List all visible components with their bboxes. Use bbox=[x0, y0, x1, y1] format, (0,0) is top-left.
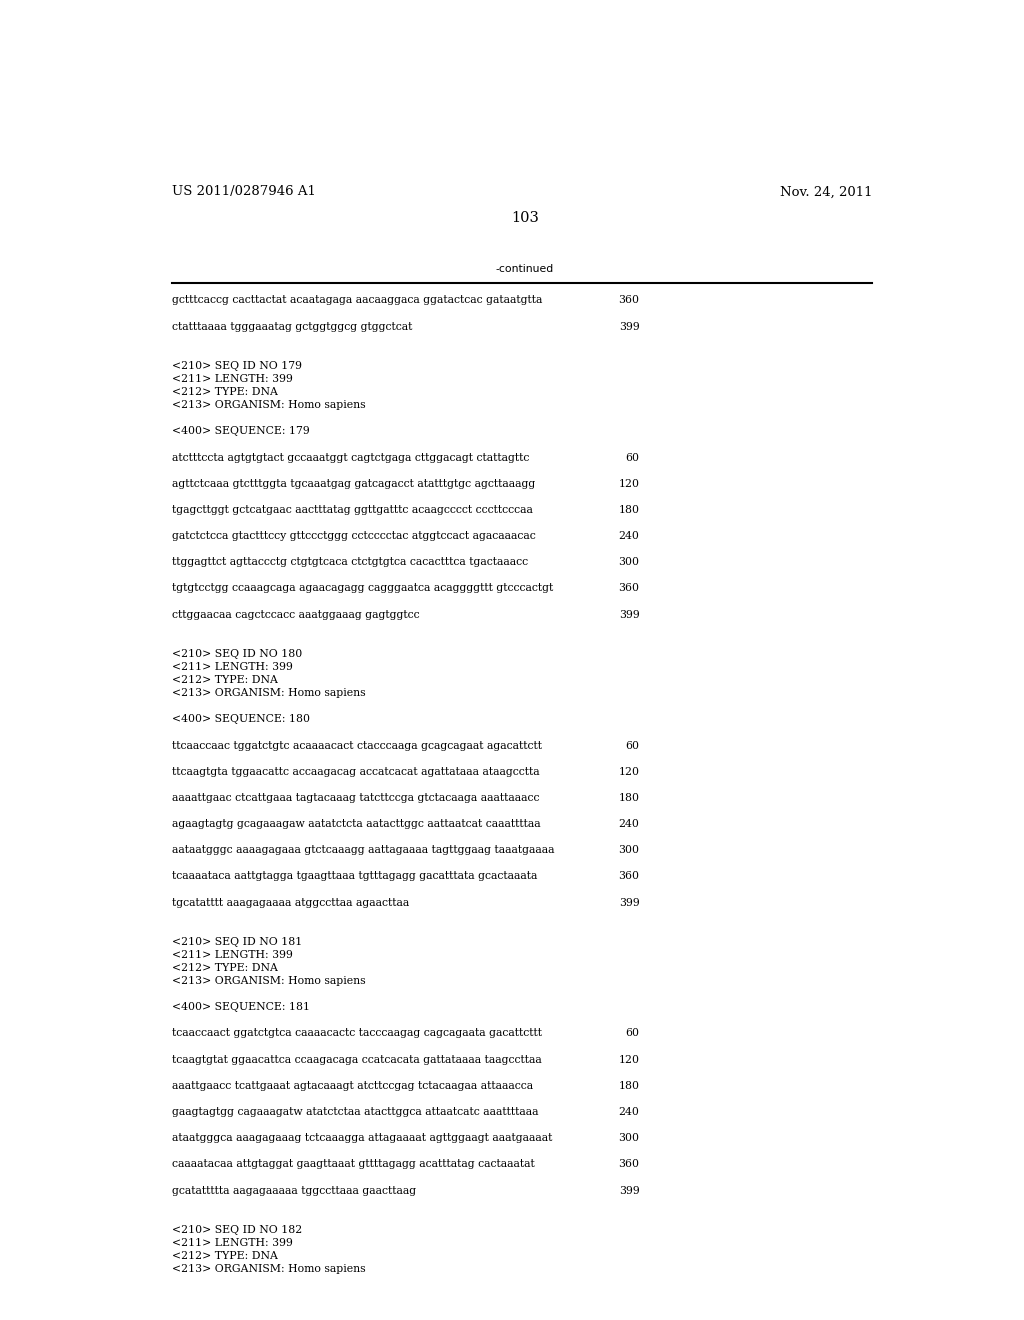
Text: 240: 240 bbox=[618, 1107, 640, 1117]
Text: cttggaacaa cagctccacc aaatggaaag gagtggtcc: cttggaacaa cagctccacc aaatggaaag gagtggt… bbox=[172, 610, 420, 619]
Text: 180: 180 bbox=[618, 793, 640, 803]
Text: <212> TYPE: DNA: <212> TYPE: DNA bbox=[172, 964, 279, 973]
Text: tgagcttggt gctcatgaac aactttatag ggttgatttc acaagcccct cccttcccaa: tgagcttggt gctcatgaac aactttatag ggttgat… bbox=[172, 506, 534, 515]
Text: ataatgggca aaagagaaag tctcaaagga attagaaaat agttggaagt aaatgaaaat: ataatgggca aaagagaaag tctcaaagga attagaa… bbox=[172, 1133, 553, 1143]
Text: <400> SEQUENCE: 179: <400> SEQUENCE: 179 bbox=[172, 426, 310, 437]
Text: <213> ORGANISM: Homo sapiens: <213> ORGANISM: Homo sapiens bbox=[172, 1265, 366, 1274]
Text: <400> SEQUENCE: 181: <400> SEQUENCE: 181 bbox=[172, 1002, 310, 1012]
Text: tgcatatttt aaagagaaaa atggccttaa agaacttaa: tgcatatttt aaagagaaaa atggccttaa agaactt… bbox=[172, 898, 410, 908]
Text: tcaaaataca aattgtagga tgaagttaaa tgtttagagg gacatttata gcactaaata: tcaaaataca aattgtagga tgaagttaaa tgtttag… bbox=[172, 871, 538, 882]
Text: <212> TYPE: DNA: <212> TYPE: DNA bbox=[172, 387, 279, 397]
Text: gcatattttta aagagaaaaa tggccttaaa gaacttaag: gcatattttta aagagaaaaa tggccttaaa gaactt… bbox=[172, 1185, 417, 1196]
Text: 60: 60 bbox=[626, 1028, 640, 1039]
Text: <213> ORGANISM: Homo sapiens: <213> ORGANISM: Homo sapiens bbox=[172, 688, 366, 698]
Text: gctttcaccg cacttactat acaatagaga aacaaggaca ggatactcac gataatgtta: gctttcaccg cacttactat acaatagaga aacaagg… bbox=[172, 296, 543, 305]
Text: <211> LENGTH: 399: <211> LENGTH: 399 bbox=[172, 374, 293, 384]
Text: 180: 180 bbox=[618, 506, 640, 515]
Text: <212> TYPE: DNA: <212> TYPE: DNA bbox=[172, 675, 279, 685]
Text: <210> SEQ ID NO 181: <210> SEQ ID NO 181 bbox=[172, 937, 302, 946]
Text: 399: 399 bbox=[618, 1185, 640, 1196]
Text: 399: 399 bbox=[618, 898, 640, 908]
Text: <210> SEQ ID NO 180: <210> SEQ ID NO 180 bbox=[172, 649, 302, 659]
Text: tcaagtgtat ggaacattca ccaagacaga ccatcacata gattataaaa taagccttaa: tcaagtgtat ggaacattca ccaagacaga ccatcac… bbox=[172, 1055, 542, 1065]
Text: aataatgggc aaaagagaaa gtctcaaagg aattagaaaa tagttggaag taaatgaaaa: aataatgggc aaaagagaaa gtctcaaagg aattaga… bbox=[172, 845, 555, 855]
Text: <210> SEQ ID NO 182: <210> SEQ ID NO 182 bbox=[172, 1225, 302, 1234]
Text: 399: 399 bbox=[618, 610, 640, 619]
Text: ttcaaccaac tggatctgtc acaaaacact ctacccaaga gcagcagaat agacattctt: ttcaaccaac tggatctgtc acaaaacact ctaccca… bbox=[172, 741, 542, 751]
Text: 300: 300 bbox=[618, 557, 640, 568]
Text: 240: 240 bbox=[618, 818, 640, 829]
Text: 360: 360 bbox=[618, 296, 640, 305]
Text: 300: 300 bbox=[618, 845, 640, 855]
Text: 60: 60 bbox=[626, 453, 640, 462]
Text: 360: 360 bbox=[618, 871, 640, 882]
Text: gaagtagtgg cagaaagatw atatctctaa atacttggca attaatcatc aaattttaaa: gaagtagtgg cagaaagatw atatctctaa atacttg… bbox=[172, 1107, 539, 1117]
Text: <211> LENGTH: 399: <211> LENGTH: 399 bbox=[172, 663, 293, 672]
Text: 180: 180 bbox=[618, 1081, 640, 1090]
Text: <211> LENGTH: 399: <211> LENGTH: 399 bbox=[172, 1238, 293, 1247]
Text: agaagtagtg gcagaaagaw aatatctcta aatacttggc aattaatcat caaattttaa: agaagtagtg gcagaaagaw aatatctcta aatactt… bbox=[172, 818, 541, 829]
Text: 300: 300 bbox=[618, 1133, 640, 1143]
Text: atctttccta agtgtgtact gccaaatggt cagtctgaga cttggacagt ctattagttc: atctttccta agtgtgtact gccaaatggt cagtctg… bbox=[172, 453, 529, 462]
Text: 103: 103 bbox=[511, 211, 539, 224]
Text: US 2011/0287946 A1: US 2011/0287946 A1 bbox=[172, 185, 316, 198]
Text: 120: 120 bbox=[618, 767, 640, 776]
Text: aaattgaacc tcattgaaat agtacaaagt atcttccgag tctacaagaa attaaacca: aaattgaacc tcattgaaat agtacaaagt atcttcc… bbox=[172, 1081, 534, 1090]
Text: 120: 120 bbox=[618, 479, 640, 488]
Text: <210> SEQ ID NO 179: <210> SEQ ID NO 179 bbox=[172, 360, 302, 371]
Text: 120: 120 bbox=[618, 1055, 640, 1065]
Text: 60: 60 bbox=[626, 741, 640, 751]
Text: <212> TYPE: DNA: <212> TYPE: DNA bbox=[172, 1251, 279, 1261]
Text: 399: 399 bbox=[618, 322, 640, 331]
Text: -continued: -continued bbox=[496, 264, 554, 275]
Text: ttggagttct agttaccctg ctgtgtcaca ctctgtgtca cacactttca tgactaaacc: ttggagttct agttaccctg ctgtgtcaca ctctgtg… bbox=[172, 557, 528, 568]
Text: 360: 360 bbox=[618, 1159, 640, 1170]
Text: agttctcaaa gtctttggta tgcaaatgag gatcagacct atatttgtgc agcttaaagg: agttctcaaa gtctttggta tgcaaatgag gatcaga… bbox=[172, 479, 536, 488]
Text: tcaaccaact ggatctgtca caaaacactc tacccaagag cagcagaata gacattcttt: tcaaccaact ggatctgtca caaaacactc tacccaa… bbox=[172, 1028, 542, 1039]
Text: <213> ORGANISM: Homo sapiens: <213> ORGANISM: Homo sapiens bbox=[172, 977, 366, 986]
Text: tgtgtcctgg ccaaagcaga agaacagagg cagggaatca acaggggttt gtcccactgt: tgtgtcctgg ccaaagcaga agaacagagg cagggaa… bbox=[172, 583, 553, 594]
Text: 240: 240 bbox=[618, 531, 640, 541]
Text: ctatttaaaa tgggaaatag gctggtggcg gtggctcat: ctatttaaaa tgggaaatag gctggtggcg gtggctc… bbox=[172, 322, 413, 331]
Text: Nov. 24, 2011: Nov. 24, 2011 bbox=[779, 185, 872, 198]
Text: <213> ORGANISM: Homo sapiens: <213> ORGANISM: Homo sapiens bbox=[172, 400, 366, 411]
Text: aaaattgaac ctcattgaaa tagtacaaag tatcttccga gtctacaaga aaattaaacc: aaaattgaac ctcattgaaa tagtacaaag tatcttc… bbox=[172, 793, 540, 803]
Text: 360: 360 bbox=[618, 583, 640, 594]
Text: <211> LENGTH: 399: <211> LENGTH: 399 bbox=[172, 950, 293, 960]
Text: <400> SEQUENCE: 180: <400> SEQUENCE: 180 bbox=[172, 714, 310, 725]
Text: ttcaagtgta tggaacattc accaagacag accatcacat agattataaa ataagcctta: ttcaagtgta tggaacattc accaagacag accatca… bbox=[172, 767, 540, 776]
Text: gatctctcca gtactttccy gttccctggg cctcccctac atggtccact agacaaacac: gatctctcca gtactttccy gttccctggg cctcccc… bbox=[172, 531, 536, 541]
Text: caaaatacaa attgtaggat gaagttaaat gttttagagg acatttatag cactaaatat: caaaatacaa attgtaggat gaagttaaat gttttag… bbox=[172, 1159, 535, 1170]
